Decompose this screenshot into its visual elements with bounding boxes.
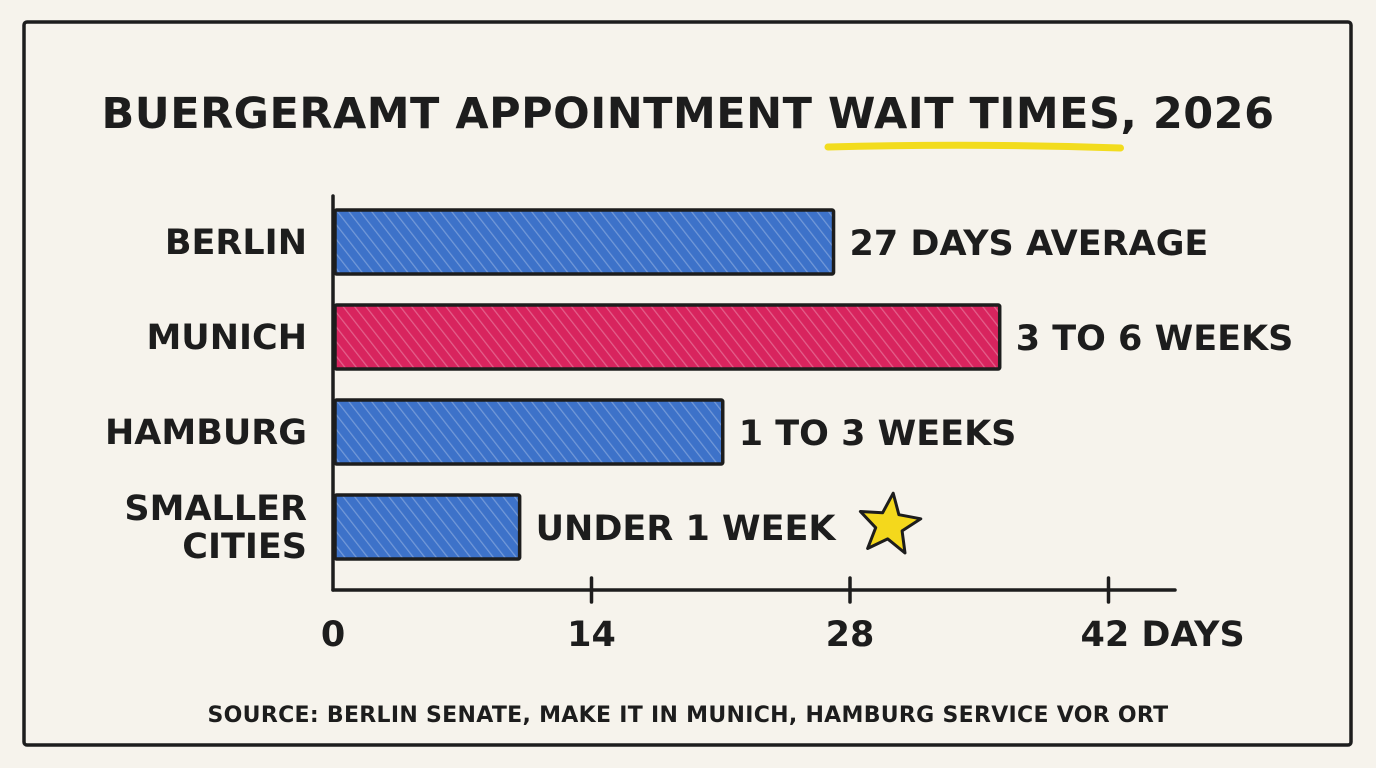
data-label: 1 TO 3 WEEKS: [739, 414, 1017, 454]
bars-group: [333, 208, 1002, 561]
category-label: MUNICH: [146, 318, 307, 358]
tick-label: 42 DAYS: [1081, 615, 1245, 655]
chart-frame: [22, 20, 1353, 747]
bar: [333, 303, 1002, 371]
category-label: CITIES: [182, 527, 307, 567]
title-highlight-underline: [824, 141, 1125, 152]
title-highlight-text: WAIT TIMES: [828, 89, 1121, 139]
x-axis-ticks: 0 14 28 42 DAYS: [321, 576, 1245, 655]
bar-hatch: [335, 400, 723, 464]
data-label: UNDER 1 WEEK: [536, 509, 838, 549]
highlight-marker: [858, 491, 923, 555]
bar-hatch: [335, 495, 520, 559]
tick-label: 28: [826, 615, 875, 655]
data-label: 3 TO 6 WEEKS: [1016, 319, 1294, 359]
bar-hatch: [335, 305, 1000, 369]
tick-label: 0: [321, 615, 345, 655]
data-labels: 27 DAYS AVERAGE 3 TO 6 WEEKS 1 TO 3 WEEKS U…: [536, 224, 1294, 549]
tick-label: 14: [567, 615, 616, 655]
source-note: SOURCE: BERLIN SENATE, MAKE IT IN MUNICH…: [208, 703, 1169, 728]
category-label: BERLIN: [165, 223, 307, 263]
star-icon: [858, 491, 923, 555]
bar-hatch: [335, 210, 834, 274]
category-label: SMALLER: [124, 489, 307, 529]
data-label: 27 DAYS AVERAGE: [850, 224, 1209, 264]
bar: [333, 208, 836, 276]
bar: [333, 398, 725, 466]
chart-title: BUERGERAMT APPOINTMENT WAIT TIMES, 2026: [102, 89, 1275, 139]
bar: [333, 493, 522, 561]
category-label: HAMBURG: [105, 413, 307, 453]
